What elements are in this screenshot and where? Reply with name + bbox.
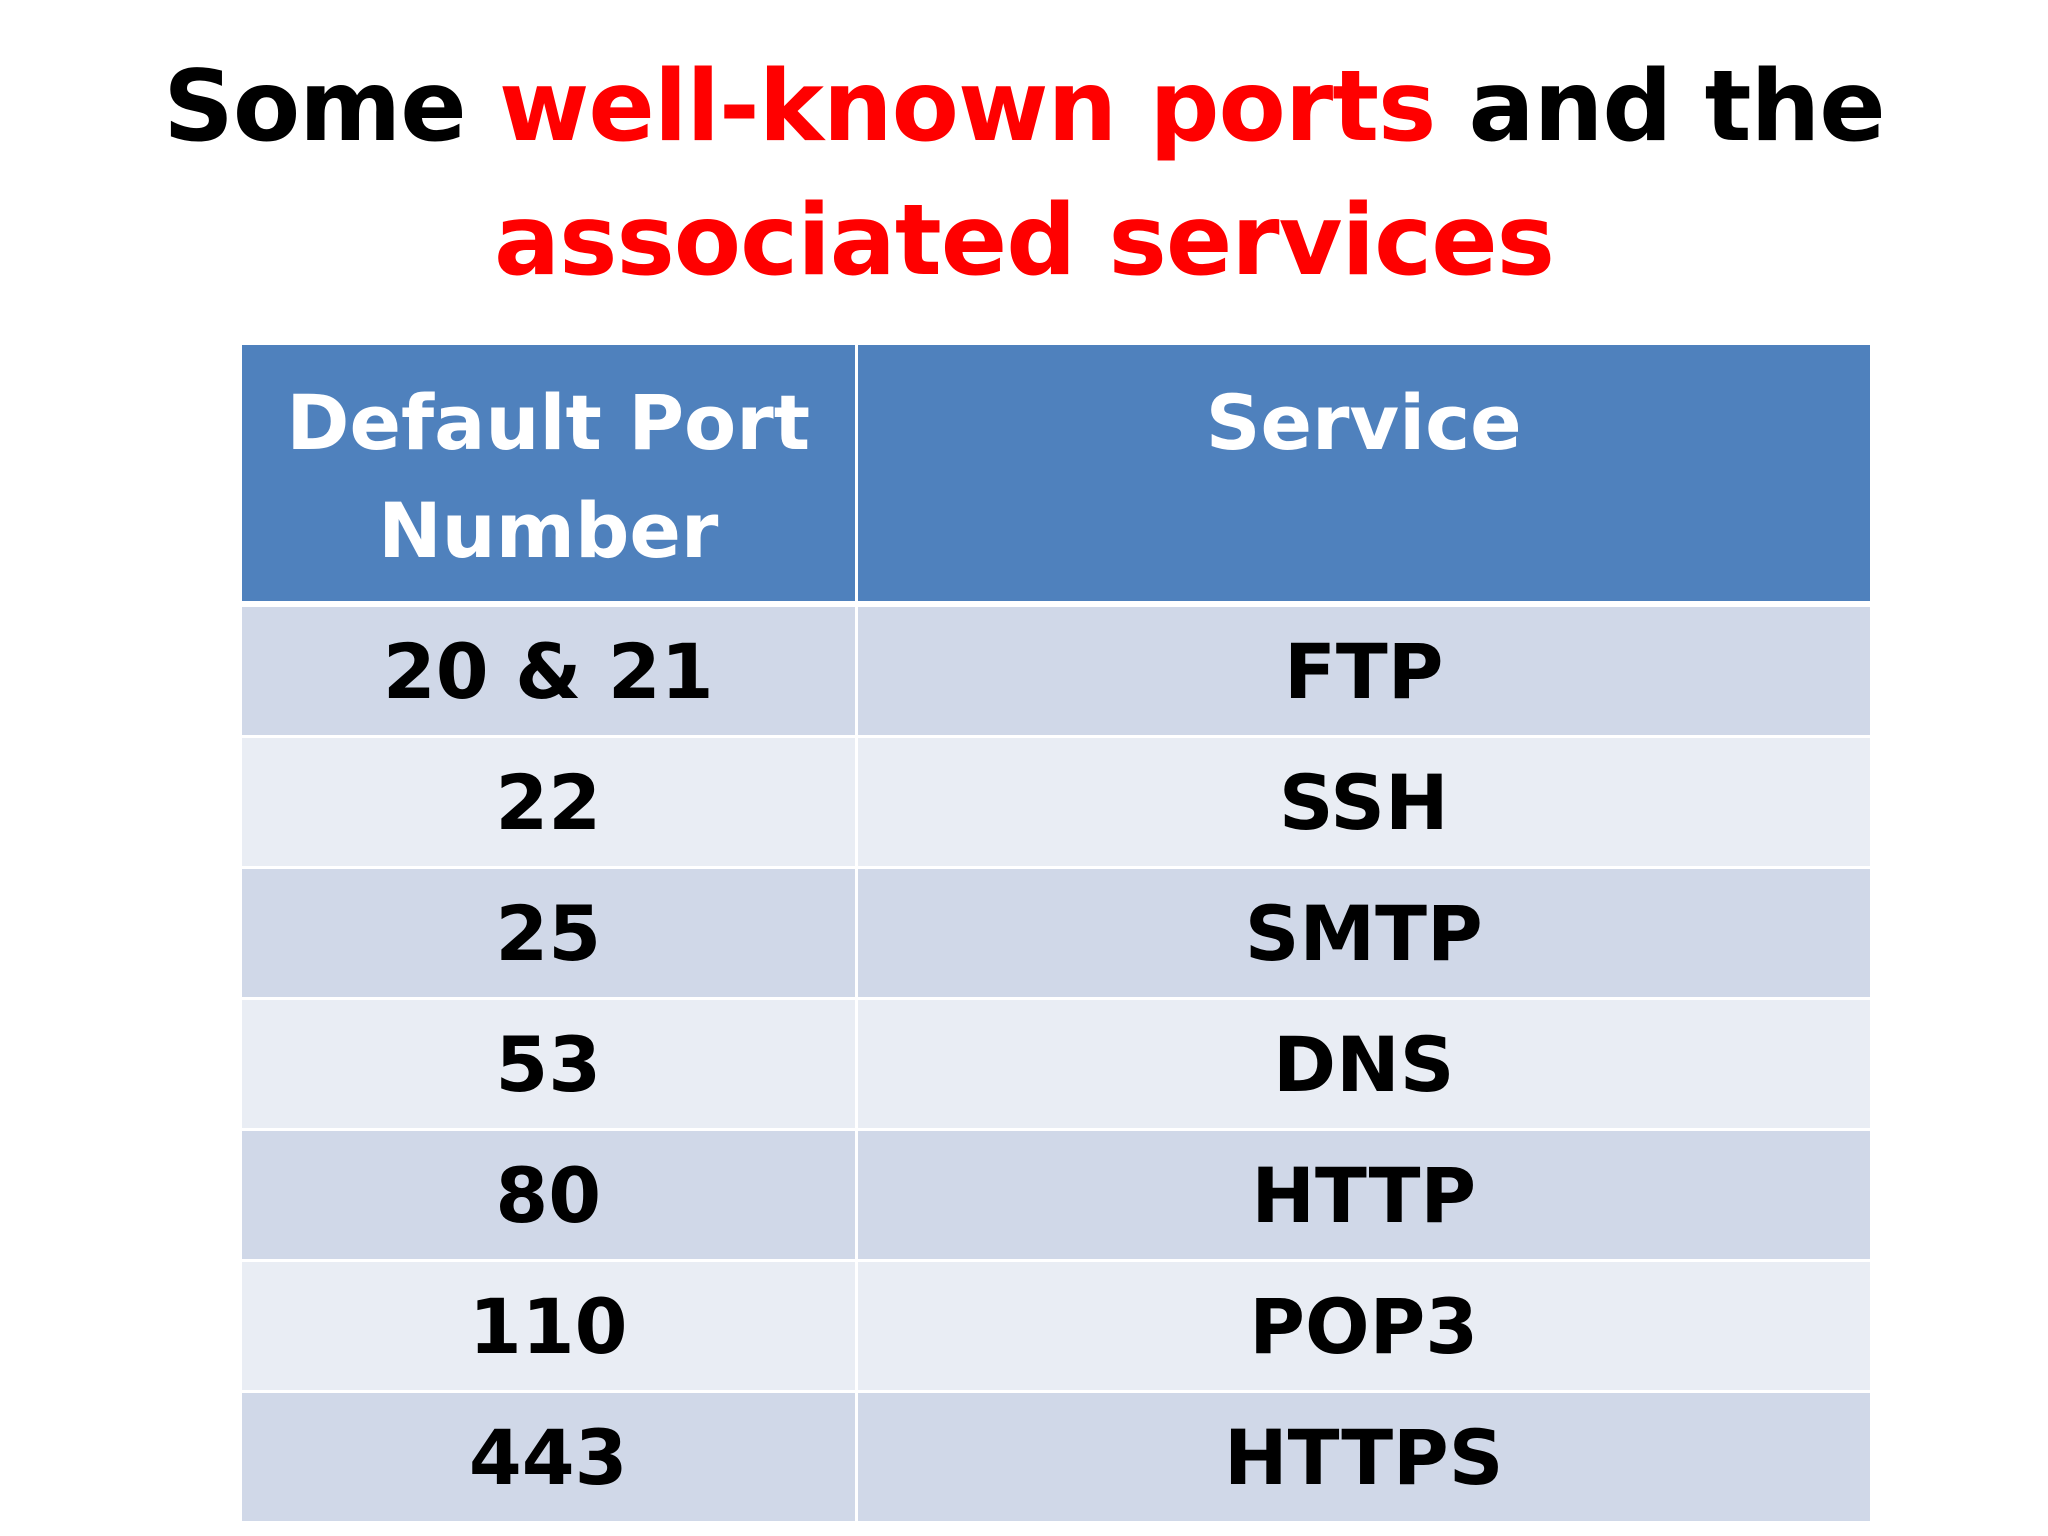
port-cell: 20 & 21 bbox=[242, 604, 858, 738]
table-row: 22 SSH bbox=[242, 736, 1870, 869]
title-accent-associated-services: associated services bbox=[493, 184, 1555, 298]
port-cell: 25 bbox=[242, 867, 858, 1000]
port-cell: 110 bbox=[242, 1260, 858, 1393]
title-text-and-the: and the bbox=[1435, 50, 1886, 164]
table-row: 110 POP3 bbox=[242, 1260, 1870, 1393]
table-row: 53 DNS bbox=[242, 998, 1870, 1131]
table-row: 25 SMTP bbox=[242, 867, 1870, 1000]
table-row: 80 HTTP bbox=[242, 1129, 1870, 1262]
title-accent-well-known-ports: well-known ports bbox=[498, 50, 1437, 164]
table-row: 443 HTTPS bbox=[242, 1391, 1870, 1524]
port-cell: 22 bbox=[242, 736, 858, 869]
title-line-2: associated services bbox=[0, 174, 2048, 308]
port-cell: 53 bbox=[242, 998, 858, 1131]
service-cell: POP3 bbox=[856, 1260, 1870, 1393]
header-default-port-number: Default Port Number bbox=[242, 345, 858, 607]
service-cell: DNS bbox=[856, 998, 1870, 1131]
ports-table: Default Port Number Service 20 & 21 FTP … bbox=[242, 345, 1870, 1524]
title-line-1: Some well-known ports and the bbox=[0, 40, 2048, 174]
service-cell: SSH bbox=[856, 736, 1870, 869]
port-cell: 443 bbox=[242, 1391, 858, 1524]
service-cell: HTTPS bbox=[856, 1391, 1870, 1524]
title-text-some: Some bbox=[163, 50, 499, 164]
table-row: 20 & 21 FTP bbox=[242, 604, 1870, 738]
header-port-line-1: Default Port bbox=[286, 378, 811, 467]
table-header-row: Default Port Number Service bbox=[242, 345, 1870, 607]
service-cell: SMTP bbox=[856, 867, 1870, 1000]
page-title: Some well-known ports and the associated… bbox=[0, 40, 2048, 308]
header-port-line-2: Number bbox=[378, 486, 719, 575]
port-cell: 80 bbox=[242, 1129, 858, 1262]
service-cell: FTP bbox=[856, 604, 1870, 738]
header-service: Service bbox=[856, 345, 1870, 607]
service-cell: HTTP bbox=[856, 1129, 1870, 1262]
